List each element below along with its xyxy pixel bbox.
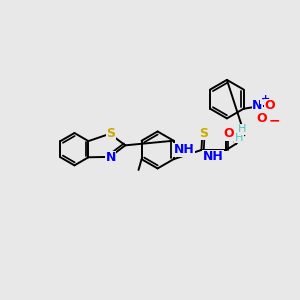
Text: O: O — [264, 99, 275, 112]
Text: NH: NH — [203, 150, 224, 164]
Text: N: N — [105, 151, 116, 164]
Text: O: O — [223, 127, 234, 140]
Text: −: − — [268, 113, 280, 127]
Text: +: + — [260, 94, 270, 104]
Text: S: S — [199, 127, 208, 140]
Text: H: H — [238, 124, 247, 134]
Text: NH: NH — [173, 143, 194, 157]
Text: H: H — [235, 133, 243, 142]
Text: S: S — [106, 127, 115, 140]
Text: O: O — [257, 112, 267, 125]
Text: N: N — [252, 99, 262, 112]
